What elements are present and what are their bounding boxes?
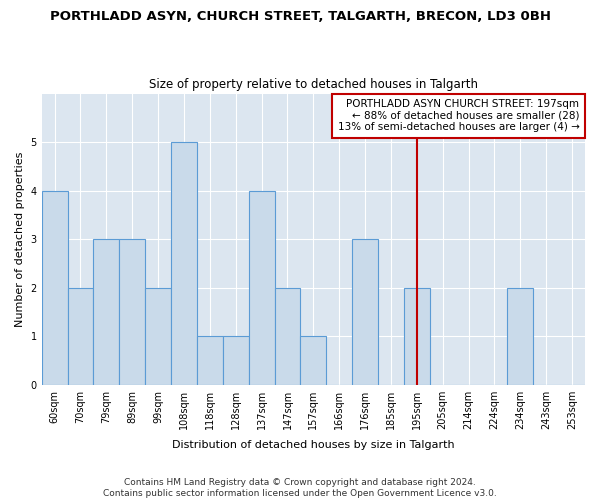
Title: Size of property relative to detached houses in Talgarth: Size of property relative to detached ho… — [149, 78, 478, 91]
Bar — [94, 239, 119, 384]
Bar — [197, 336, 223, 384]
Bar — [404, 288, 430, 384]
Text: PORTHLADD ASYN, CHURCH STREET, TALGARTH, BRECON, LD3 0BH: PORTHLADD ASYN, CHURCH STREET, TALGARTH,… — [49, 10, 551, 23]
Bar — [301, 336, 326, 384]
Text: PORTHLADD ASYN CHURCH STREET: 197sqm
← 88% of detached houses are smaller (28)
1: PORTHLADD ASYN CHURCH STREET: 197sqm ← 8… — [338, 99, 580, 132]
Bar — [119, 239, 145, 384]
Bar — [223, 336, 248, 384]
X-axis label: Distribution of detached houses by size in Talgarth: Distribution of detached houses by size … — [172, 440, 455, 450]
Bar — [68, 288, 94, 384]
Y-axis label: Number of detached properties: Number of detached properties — [15, 152, 25, 327]
Bar — [41, 190, 68, 384]
Bar — [171, 142, 197, 384]
Bar — [248, 190, 275, 384]
Bar — [508, 288, 533, 384]
Bar — [145, 288, 171, 384]
Text: Contains HM Land Registry data © Crown copyright and database right 2024.
Contai: Contains HM Land Registry data © Crown c… — [103, 478, 497, 498]
Bar — [352, 239, 378, 384]
Bar — [275, 288, 301, 384]
